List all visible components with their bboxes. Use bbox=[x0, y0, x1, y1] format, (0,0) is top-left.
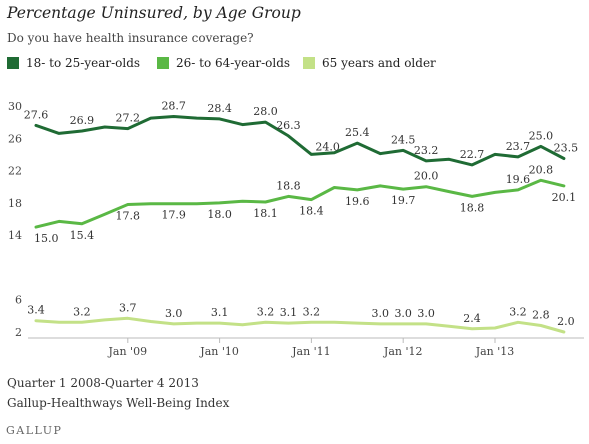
data-label-2: 3.2 bbox=[257, 305, 275, 318]
legend-label-65-plus: 65 years and older bbox=[322, 56, 436, 70]
data-label-1: 18.1 bbox=[253, 207, 278, 220]
y-tick-label: 30 bbox=[8, 100, 22, 113]
chart-subtitle: Do you have health insurance coverage? bbox=[7, 31, 254, 45]
series-line-2 bbox=[34, 316, 566, 334]
data-label-1: 20.1 bbox=[552, 191, 577, 204]
date-range-note: Quarter 1 2008-Quarter 4 2013 bbox=[7, 376, 199, 390]
data-label-0: 27.2 bbox=[116, 112, 141, 125]
legend-swatch-18-25 bbox=[7, 57, 19, 69]
legend-label-18-25: 18- to 25-year-olds bbox=[26, 56, 141, 70]
data-label-1: 19.6 bbox=[345, 195, 370, 208]
source-note: Gallup-Healthways Well-Being Index bbox=[7, 396, 230, 410]
legend-swatch-26-64 bbox=[157, 57, 169, 69]
series-line-0 bbox=[34, 115, 566, 167]
data-label-2: 2.0 bbox=[557, 315, 575, 328]
x-tick-label: Jan '09 bbox=[108, 345, 148, 358]
data-label-0: 28.7 bbox=[161, 99, 186, 112]
x-tick-label: Jan '10 bbox=[199, 345, 239, 358]
gallup-logo: GALLUP bbox=[6, 424, 63, 437]
series-line-1 bbox=[34, 178, 566, 229]
chart-title: Percentage Uninsured, by Age Group bbox=[7, 4, 301, 22]
x-tick-label: Jan '12 bbox=[383, 345, 423, 358]
data-label-2: 3.2 bbox=[303, 305, 321, 318]
data-label-0: 27.6 bbox=[24, 108, 49, 121]
data-label-1: 20.8 bbox=[529, 163, 554, 176]
data-label-2: 2.4 bbox=[463, 312, 481, 325]
data-label-0: 23.2 bbox=[414, 144, 439, 157]
data-label-1: 18.4 bbox=[299, 205, 324, 218]
legend-item-18-25: 18- to 25-year-olds bbox=[7, 56, 140, 70]
data-label-1: 15.0 bbox=[34, 232, 59, 245]
data-label-0: 22.7 bbox=[460, 148, 485, 161]
data-label-0: 23.5 bbox=[554, 141, 579, 154]
legend-label-26-64: 26- to 64-year-olds bbox=[176, 56, 291, 70]
data-label-0: 23.7 bbox=[506, 140, 531, 153]
data-label-1: 15.4 bbox=[70, 229, 95, 242]
data-label-2: 3.2 bbox=[73, 305, 91, 318]
data-label-0: 25.0 bbox=[529, 129, 554, 142]
data-label-2: 3.1 bbox=[211, 306, 229, 319]
data-label-2: 3.2 bbox=[509, 305, 527, 318]
data-label-2: 3.7 bbox=[119, 301, 137, 314]
data-label-0: 26.3 bbox=[276, 119, 301, 132]
x-tick-label: Jan '13 bbox=[475, 345, 515, 358]
data-label-0: 28.4 bbox=[207, 102, 232, 115]
data-label-1: 17.8 bbox=[116, 209, 141, 222]
data-label-1: 20.0 bbox=[414, 170, 439, 183]
data-label-2: 3.0 bbox=[165, 307, 183, 320]
chart-legend: 18- to 25-year-olds 26- to 64-year-olds … bbox=[7, 56, 587, 72]
data-label-0: 24.5 bbox=[391, 133, 416, 146]
y-tick-label: 2 bbox=[15, 326, 22, 339]
data-label-1: 18.8 bbox=[460, 201, 485, 214]
data-label-0: 28.0 bbox=[253, 105, 278, 118]
data-label-2: 3.0 bbox=[394, 307, 412, 320]
data-label-2: 3.0 bbox=[417, 307, 435, 320]
data-label-2: 3.0 bbox=[372, 307, 390, 320]
legend-swatch-65-plus bbox=[303, 57, 315, 69]
data-label-0: 24.0 bbox=[315, 140, 340, 153]
data-label-0: 25.4 bbox=[345, 126, 370, 139]
data-label-1: 18.8 bbox=[276, 179, 301, 192]
y-tick-label: 22 bbox=[8, 165, 22, 178]
legend-item-65-plus: 65 years and older bbox=[303, 56, 436, 70]
y-tick-label: 6 bbox=[15, 294, 22, 307]
y-tick-label: 14 bbox=[8, 229, 22, 242]
x-tick-label: Jan '11 bbox=[291, 345, 331, 358]
data-label-1: 18.0 bbox=[207, 208, 232, 221]
y-tick-label: 26 bbox=[8, 132, 22, 145]
data-label-1: 19.6 bbox=[506, 173, 531, 186]
legend-item-26-64: 26- to 64-year-olds bbox=[157, 56, 290, 70]
data-label-1: 19.7 bbox=[391, 194, 416, 207]
y-tick-label: 18 bbox=[8, 197, 22, 210]
data-label-1: 17.9 bbox=[161, 209, 186, 222]
data-label-2: 3.4 bbox=[27, 304, 45, 317]
data-label-2: 3.1 bbox=[280, 306, 298, 319]
data-label-0: 26.9 bbox=[70, 114, 95, 127]
data-label-2: 2.8 bbox=[532, 309, 550, 322]
